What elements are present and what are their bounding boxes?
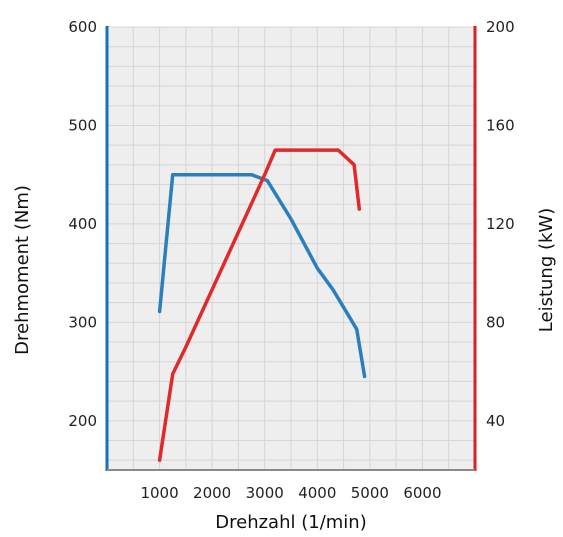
tick-labels: 1000 2000 3000 4000 5000 6000 200 300 400 500 600 4… — [68, 18, 514, 502]
left-y-tick-label: 600 — [68, 18, 97, 36]
series-group — [157, 148, 367, 462]
right-y-tick-label: 160 — [486, 116, 515, 134]
x-tick-label: 3000 — [246, 484, 284, 502]
x-tick-label: 5000 — [351, 484, 389, 502]
x-tick-label: 1000 — [140, 484, 178, 502]
right-y-tick-label: 120 — [486, 215, 515, 233]
x-tick-label: 4000 — [298, 484, 336, 502]
grid — [107, 26, 475, 470]
right-y-tick-label: 80 — [486, 313, 505, 331]
right-y-tick-label: 40 — [486, 412, 505, 430]
axes — [105, 26, 477, 471]
x-tick-label: 2000 — [193, 484, 231, 502]
right-y-tick-label: 200 — [486, 18, 515, 36]
x-tick-label: 6000 — [403, 484, 441, 502]
torque-line — [157, 172, 367, 379]
x-axis-title: Drehzahl (1/min) — [215, 512, 366, 533]
left-y-tick-label: 400 — [68, 215, 97, 233]
left-y-tick-label: 200 — [68, 412, 97, 430]
left-y-axis-title: Drehmoment (Nm) — [12, 185, 33, 355]
right-y-axis-title: Leistung (kW) — [536, 208, 557, 332]
left-y-tick-label: 500 — [68, 116, 97, 134]
power-line — [157, 148, 362, 462]
left-y-tick-label: 300 — [68, 313, 97, 331]
